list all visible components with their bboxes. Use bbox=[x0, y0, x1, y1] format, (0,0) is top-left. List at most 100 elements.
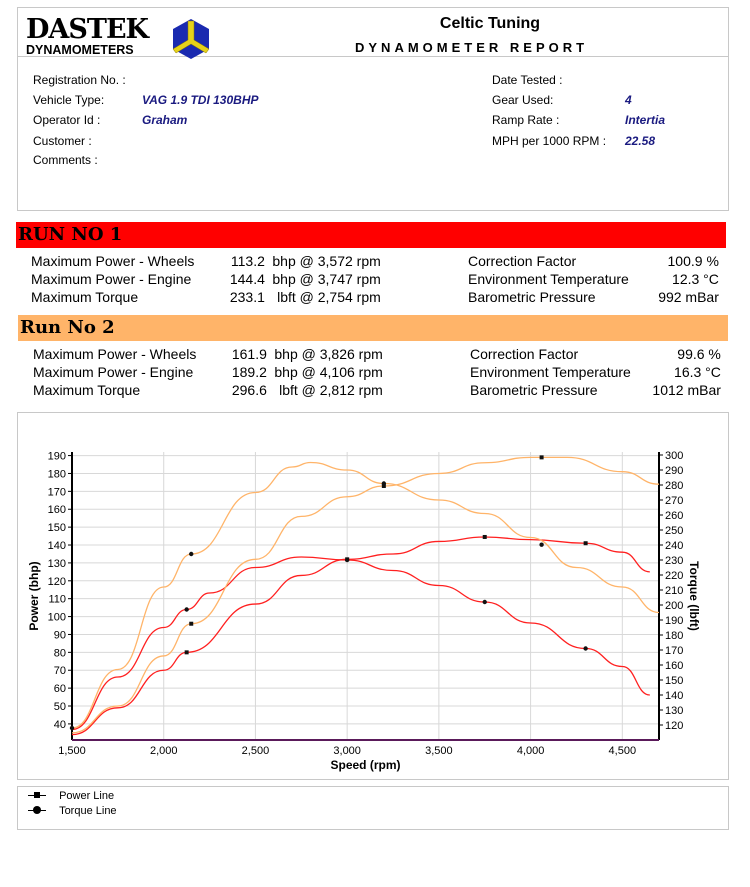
env-value: 1012 mBar bbox=[652, 382, 721, 398]
y2-tick-label: 220 bbox=[665, 570, 683, 582]
y2-tick-label: 290 bbox=[665, 465, 683, 477]
run-2-stat-row: Maximum Power - Engine 189.2 bhp @ 4,106… bbox=[33, 364, 383, 380]
run-2-env-row: Barometric Pressure 1012 mBar bbox=[470, 382, 721, 398]
run-2-env-row: Correction Factor 99.6 % bbox=[470, 346, 721, 362]
run-1-env-row: Environment Temperature 12.3 °C bbox=[468, 271, 719, 287]
dastek-cube-icon bbox=[172, 19, 210, 59]
gear-value: 4 bbox=[625, 93, 632, 107]
company-name: Celtic Tuning bbox=[439, 15, 541, 32]
x-tick-label: 4,500 bbox=[609, 745, 637, 757]
y-tick-label: 80 bbox=[54, 647, 66, 659]
circle-marker-icon bbox=[28, 806, 46, 814]
y-tick-label: 90 bbox=[54, 629, 66, 641]
stat-value: 296.6 bbox=[231, 382, 267, 398]
y-tick-label: 120 bbox=[48, 576, 66, 588]
env-value: 12.3 °C bbox=[672, 271, 719, 287]
square-marker-icon bbox=[28, 791, 46, 799]
stat-label: Maximum Power - Engine bbox=[33, 364, 194, 380]
run-1-env-row: Correction Factor 100.9 % bbox=[468, 253, 719, 269]
run-1-torque-marker bbox=[344, 557, 350, 563]
stat-value: 113.2 bbox=[230, 253, 265, 269]
env-value: 99.6 % bbox=[677, 346, 721, 362]
stat-unit: lbft @ 2,812 rpm bbox=[279, 382, 383, 398]
x-tick-label: 3,500 bbox=[425, 745, 453, 757]
stat-label: Maximum Power - Engine bbox=[31, 271, 192, 287]
mph-value: 22.58 bbox=[625, 134, 656, 148]
env-label: Correction Factor bbox=[470, 346, 579, 362]
run-2-torque-marker bbox=[381, 481, 387, 486]
ramp-rate-label: Ramp Rate : bbox=[492, 113, 560, 127]
y2-tick-label: 250 bbox=[665, 525, 683, 537]
y2-tick-label: 280 bbox=[665, 480, 683, 492]
stat-value: 233.1 bbox=[229, 289, 265, 305]
env-value: 100.9 % bbox=[667, 253, 719, 269]
env-label: Barometric Pressure bbox=[468, 289, 596, 305]
stat-value: 144.4 bbox=[229, 271, 265, 287]
run-1-power-marker bbox=[482, 534, 487, 539]
run-2-torque-line bbox=[71, 461, 660, 729]
stat-unit: bhp @ 3,747 rpm bbox=[272, 271, 381, 287]
y2-tick-label: 170 bbox=[665, 645, 683, 657]
run-2-power-marker bbox=[189, 621, 194, 626]
run-2-torque-marker bbox=[69, 725, 75, 731]
stat-label: Maximum Torque bbox=[31, 289, 139, 305]
stat-value: 189.2 bbox=[231, 364, 267, 380]
run-1-torque-marker bbox=[184, 607, 189, 612]
run-1-title: RUN NO 1 bbox=[16, 222, 726, 248]
x-tick-label: 2,500 bbox=[242, 745, 270, 757]
stat-label: Maximum Power - Wheels bbox=[31, 253, 195, 269]
y-tick-label: 150 bbox=[48, 522, 66, 534]
run-2-stat-row: Maximum Torque 296.6 lbft @ 2,812 rpm bbox=[33, 382, 383, 398]
y2-tick-label: 270 bbox=[665, 495, 683, 507]
y2-tick-label: 150 bbox=[665, 675, 683, 687]
legend-power-label: Power Line bbox=[59, 790, 115, 802]
y-tick-label: 160 bbox=[48, 504, 66, 516]
report-header bbox=[17, 7, 729, 211]
stat-value: 161.9 bbox=[231, 346, 267, 362]
y-tick-label: 70 bbox=[54, 665, 66, 677]
y-tick-label: 140 bbox=[48, 540, 66, 552]
run-2-power-marker bbox=[381, 483, 386, 488]
run-1-power-marker bbox=[583, 541, 588, 546]
run-1-stat-row: Maximum Power - Engine 144.4 bhp @ 3,747… bbox=[31, 271, 381, 287]
registration-label: Registration No. : bbox=[33, 73, 126, 87]
stat-unit: bhp @ 3,826 rpm bbox=[274, 346, 383, 362]
y2-tick-label: 160 bbox=[665, 660, 683, 672]
legend-torque: Torque Line bbox=[28, 805, 117, 817]
legend-power: Power Line bbox=[28, 790, 114, 802]
y-tick-label: 100 bbox=[48, 612, 66, 624]
env-label: Correction Factor bbox=[468, 253, 577, 269]
env-value: 992 mBar bbox=[658, 289, 719, 305]
y2-tick-label: 230 bbox=[665, 555, 683, 567]
y2-tick-label: 260 bbox=[665, 510, 683, 522]
run-1-env-row: Barometric Pressure 992 mBar bbox=[468, 289, 719, 305]
x-tick-label: 3,000 bbox=[333, 745, 361, 757]
ramp-rate-value: Intertia bbox=[625, 113, 666, 127]
y-tick-label: 60 bbox=[54, 683, 66, 695]
y2-tick-label: 180 bbox=[665, 630, 683, 642]
env-label: Environment Temperature bbox=[470, 364, 631, 380]
y2-tick-label: 130 bbox=[665, 705, 683, 717]
y-tick-label: 130 bbox=[48, 558, 66, 570]
operator-label: Operator Id : bbox=[33, 113, 101, 127]
run-1-torque-line bbox=[71, 556, 650, 731]
x-axis-title: Speed (rpm) bbox=[330, 758, 400, 772]
x-tick-label: 1,500 bbox=[58, 745, 86, 757]
y-tick-label: 170 bbox=[48, 486, 66, 498]
run-1-torque-marker bbox=[482, 599, 487, 605]
run-1-stat-row: Maximum Torque 233.1 lbft @ 2,754 rpm bbox=[31, 289, 381, 305]
y2-tick-label: 300 bbox=[665, 450, 683, 462]
y-tick-label: 190 bbox=[48, 451, 66, 463]
y-tick-label: 180 bbox=[48, 468, 66, 480]
y2-tick-label: 190 bbox=[665, 615, 683, 627]
mph-label: MPH per 1000 RPM : bbox=[492, 134, 607, 148]
env-value: 16.3 °C bbox=[674, 364, 721, 380]
run-2-torque-marker bbox=[539, 542, 544, 547]
run-2-env-row: Environment Temperature 16.3 °C bbox=[470, 364, 721, 380]
y-tick-label: 40 bbox=[54, 719, 66, 731]
vehicle-type-label: Vehicle Type: bbox=[33, 93, 105, 107]
y2-tick-label: 140 bbox=[665, 690, 683, 702]
vehicle-type-value: VAG 1.9 TDI 130BHP bbox=[142, 93, 259, 107]
y-axis-title: Power (bhp) bbox=[27, 561, 41, 630]
